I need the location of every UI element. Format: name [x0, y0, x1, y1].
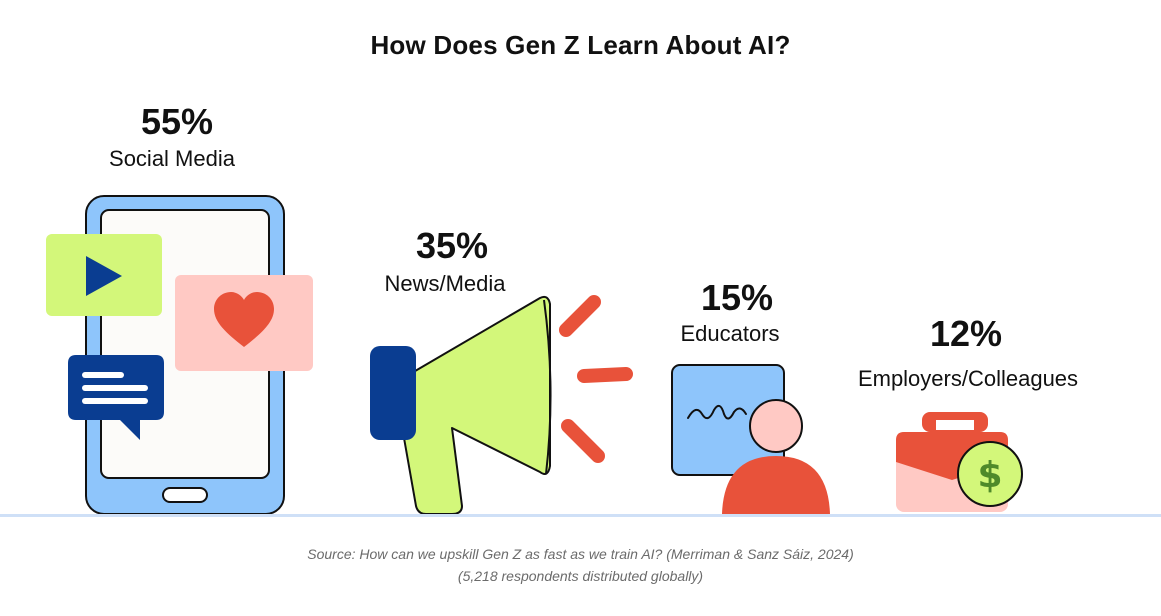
value-label-news-media: 35%	[415, 225, 489, 266]
respondents-note: (5,218 respondents distributed globally)	[457, 568, 704, 584]
value-label-educators: 15%	[700, 277, 774, 318]
chat-icon	[68, 355, 164, 440]
play-icon	[46, 234, 162, 316]
svg-text:$: $	[977, 455, 1002, 496]
category-label-social-media: Social Media	[109, 146, 235, 171]
category-label-news-media: News/Media	[384, 271, 506, 296]
dollar-icon: $	[957, 441, 1023, 507]
value-label-employers-colleagues: 12%	[929, 313, 1003, 354]
chart-title: How Does Gen Z Learn About AI?	[370, 30, 791, 60]
category-label-employers-colleagues: Employers/Colleagues	[857, 366, 1079, 391]
source-citation: Source: How can we upskill Gen Z as fast…	[307, 546, 854, 562]
ground-line	[0, 514, 1161, 517]
category-label-educators: Educators	[680, 321, 780, 346]
heart-icon	[175, 275, 313, 371]
value-label-social-media: 55%	[140, 101, 214, 142]
educator-icon	[671, 364, 830, 514]
megaphone-icon	[370, 295, 633, 515]
